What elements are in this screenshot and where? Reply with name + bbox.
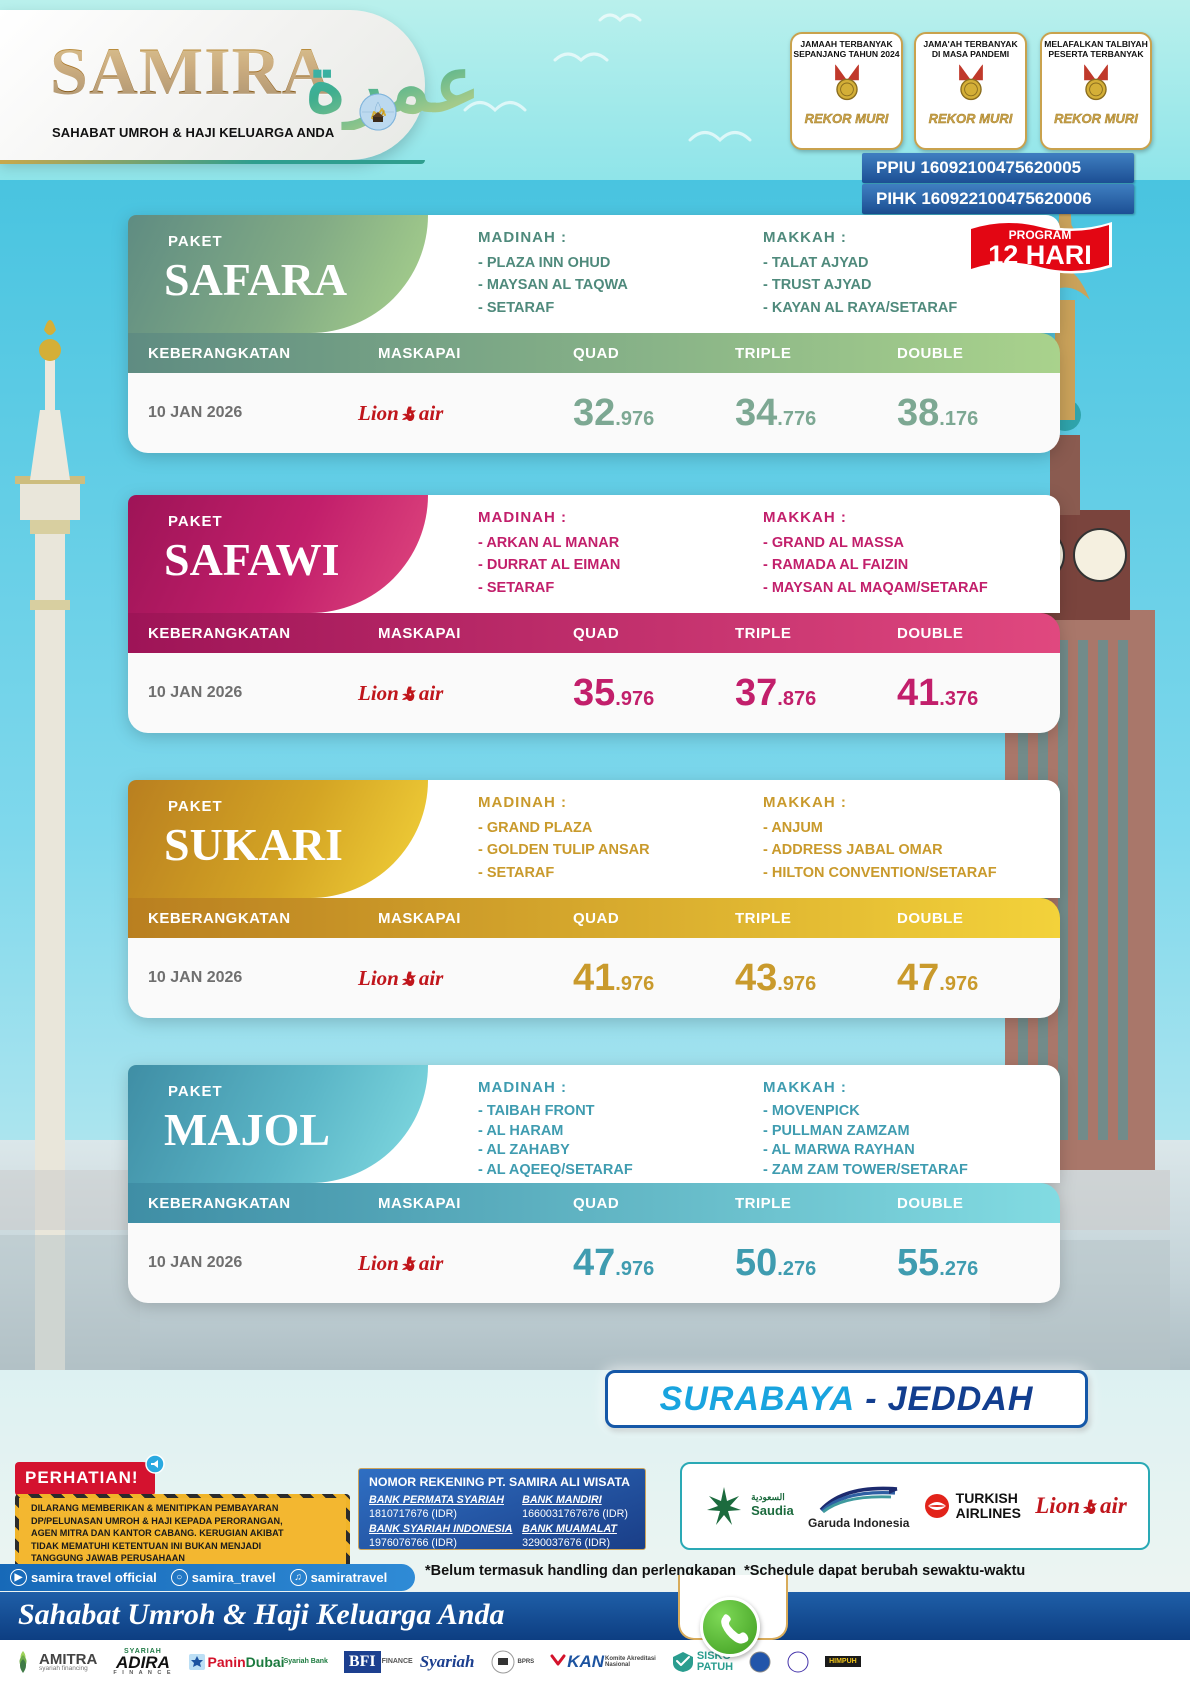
svg-text:12 HARI: 12 HARI <box>988 240 1092 270</box>
